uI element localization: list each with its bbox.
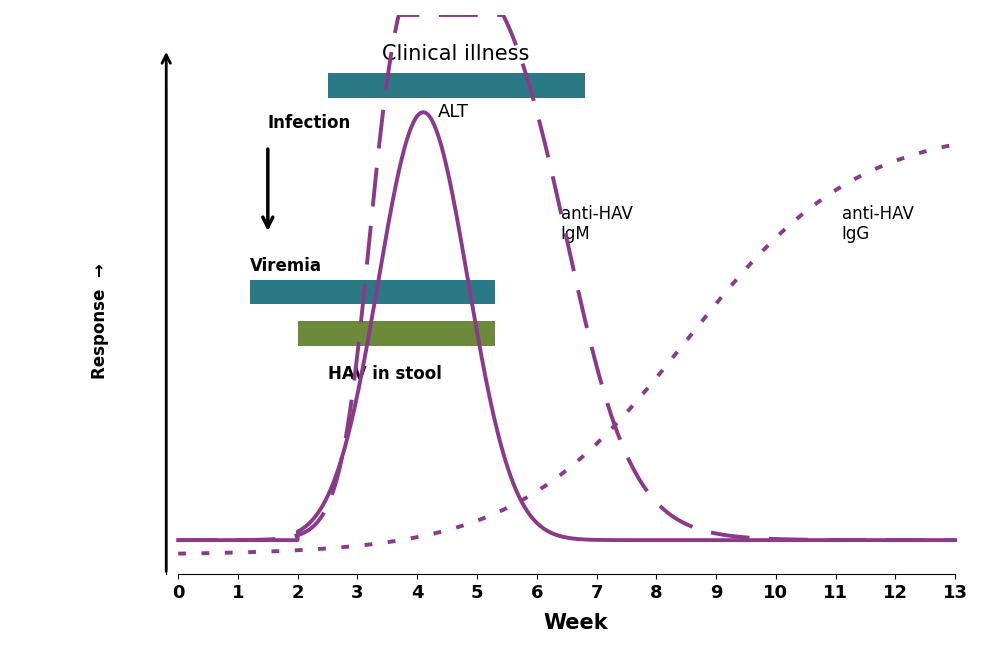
X-axis label: Week: Week <box>543 613 608 633</box>
Text: HAV in stool: HAV in stool <box>328 365 441 383</box>
Text: Response  →: Response → <box>91 264 109 379</box>
Text: anti-HAV
IgG: anti-HAV IgG <box>842 205 913 244</box>
Text: ALT: ALT <box>438 102 469 121</box>
Text: Infection: Infection <box>268 113 351 132</box>
Text: Clinical illness: Clinical illness <box>382 43 530 64</box>
Text: anti-HAV
IgM: anti-HAV IgM <box>561 205 633 244</box>
Text: Viremia: Viremia <box>250 257 322 275</box>
